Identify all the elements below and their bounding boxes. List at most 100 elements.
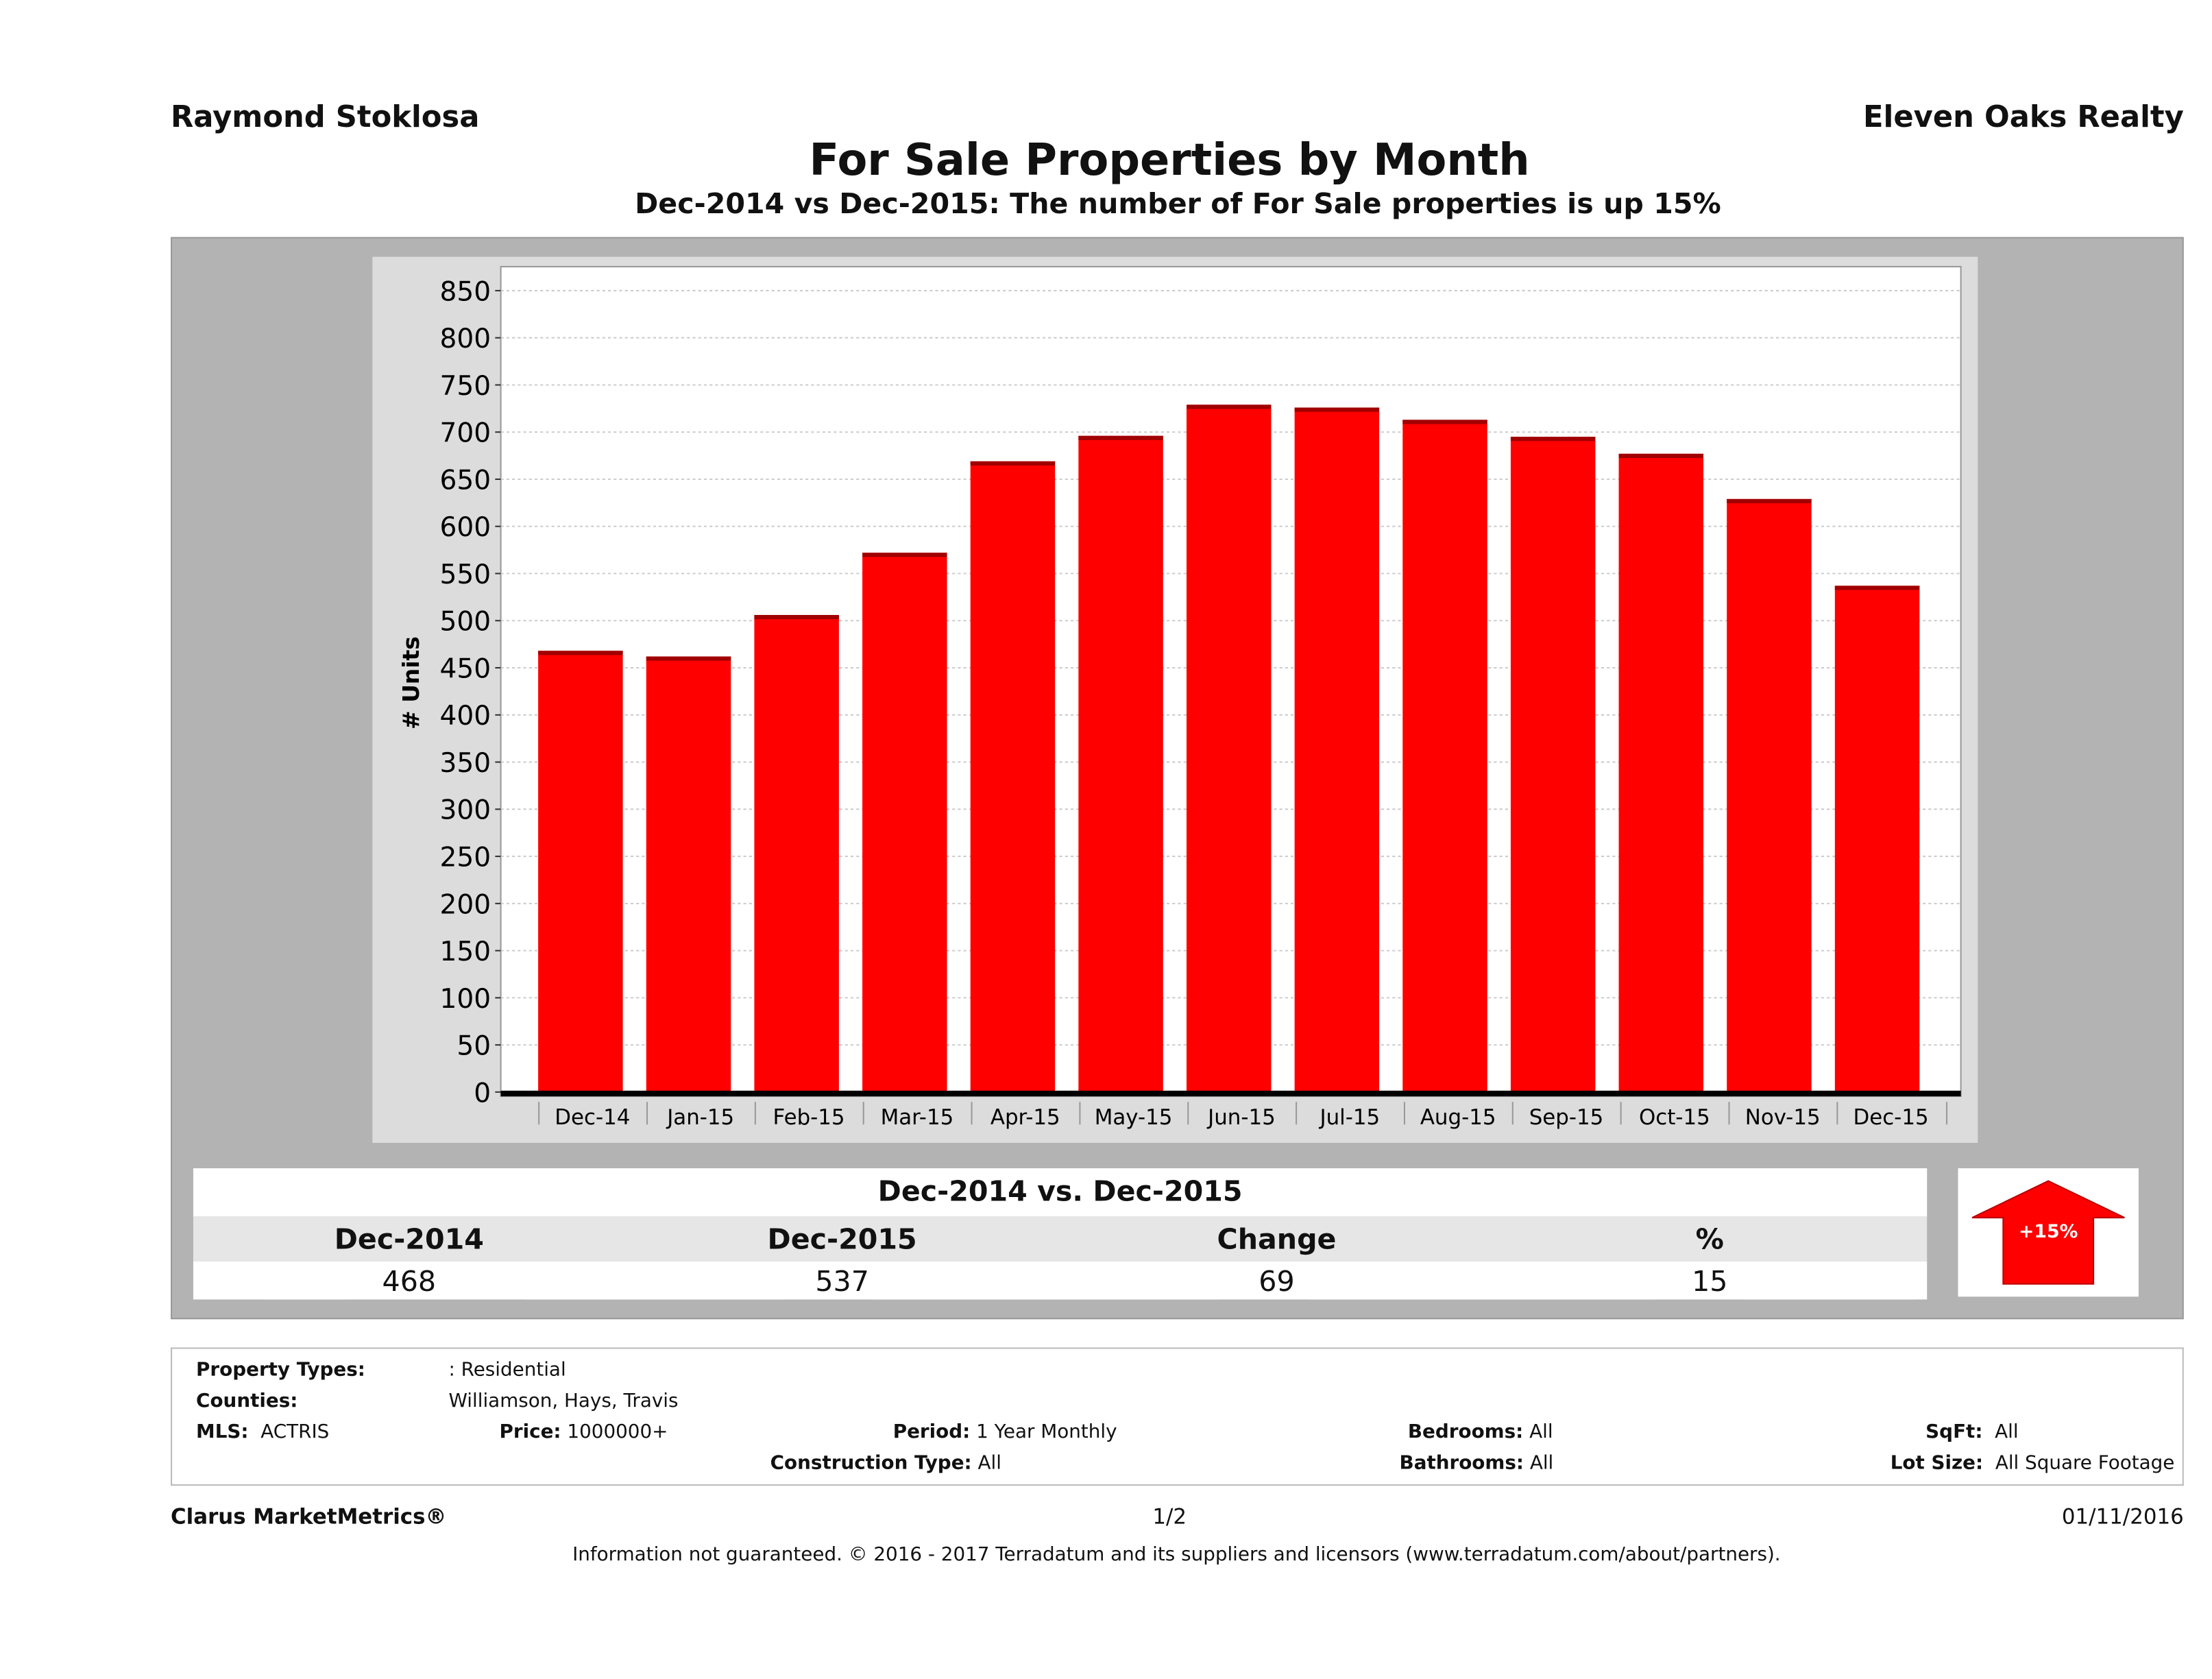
- value-percent: 15: [1692, 1264, 1728, 1298]
- header-dec-2014: Dec-2014: [334, 1222, 484, 1256]
- y-tick-label: 350: [440, 748, 491, 779]
- bar-top-edge: [1510, 437, 1596, 442]
- header-change: Change: [1217, 1222, 1337, 1256]
- price-label: Price:: [499, 1421, 561, 1444]
- y-tick-label: 800: [440, 324, 491, 354]
- bar-top-edge: [1186, 404, 1272, 409]
- bar-aug-15: [1402, 420, 1487, 1092]
- x-tick-label: Sep-15: [1529, 1105, 1604, 1130]
- bar-jun-15: [1186, 404, 1272, 1092]
- value-change: 69: [1259, 1264, 1295, 1298]
- y-tick-label: 500: [440, 607, 491, 638]
- construction-value: All: [977, 1451, 1001, 1475]
- mls-value: ACTRIS: [260, 1421, 330, 1444]
- page-subtitle: Dec-2014 vs Dec-2015: The number of For …: [635, 186, 1721, 221]
- bar-top-edge: [1727, 498, 1812, 504]
- price-value: 1000000+: [567, 1421, 668, 1444]
- period-label: Period:: [892, 1421, 971, 1444]
- bar-top-edge: [646, 656, 731, 661]
- bar-top-edge: [1618, 453, 1704, 459]
- criteria-box: [171, 1347, 2184, 1486]
- x-tick-label: Jul-15: [1318, 1105, 1380, 1130]
- bar-top-edge: [970, 461, 1056, 466]
- up-arrow-icon: [1971, 1180, 2125, 1285]
- bedrooms-label: Bedrooms:: [1407, 1421, 1524, 1444]
- bar-top-edge: [1402, 420, 1487, 424]
- bar-may-15: [1078, 435, 1163, 1092]
- bar-apr-15: [970, 461, 1056, 1092]
- page-title: For Sale Properties by Month: [809, 135, 1530, 186]
- bathrooms-value: All: [1529, 1451, 1554, 1475]
- counties-value: Williamson, Hays, Travis: [448, 1390, 679, 1413]
- disclaimer: Information not guaranteed. © 2016 - 201…: [572, 1543, 1781, 1567]
- x-tick-label: Oct-15: [1639, 1105, 1710, 1130]
- y-tick-label: 750: [440, 371, 491, 402]
- y-tick-label: 450: [440, 653, 491, 684]
- y-tick-label: 600: [440, 512, 491, 543]
- mls-label: MLS:: [196, 1421, 249, 1444]
- bar-nov-15: [1727, 498, 1812, 1092]
- summary-title-row: Dec-2014 vs. Dec-2015: [193, 1168, 1928, 1216]
- summary-title: Dec-2014 vs. Dec-2015: [877, 1174, 1243, 1208]
- y-tick-label: 300: [440, 795, 491, 826]
- brokerage-name: Eleven Oaks Realty: [1863, 100, 2184, 134]
- summary-value-row: 468 537 69 15: [193, 1261, 1928, 1300]
- lotsize-label: Lot Size:: [1890, 1451, 1984, 1475]
- bar-dec-15: [1834, 585, 1920, 1092]
- property-types-value: : Residential: [448, 1358, 566, 1381]
- y-tick-label: 400: [440, 701, 491, 732]
- bar-top-edge: [754, 615, 839, 620]
- y-tick-label: 50: [457, 1031, 491, 1062]
- bar-mar-15: [862, 553, 947, 1092]
- bar-top-edge: [862, 553, 947, 557]
- bar-top-edge: [538, 651, 623, 655]
- x-tick-label: Dec-14: [555, 1105, 630, 1130]
- change-badge: +15%: [1958, 1168, 2139, 1297]
- x-tick-label: Jan-15: [666, 1105, 734, 1130]
- x-tick-label: May-15: [1095, 1105, 1173, 1130]
- bar-oct-15: [1618, 453, 1704, 1092]
- lotsize-value: All Square Footage: [1995, 1451, 2175, 1475]
- bathrooms-label: Bathrooms:: [1399, 1451, 1524, 1475]
- bar-dec-14: [538, 651, 623, 1092]
- value-dec-2014: 468: [382, 1264, 437, 1298]
- construction-label: Construction Type:: [770, 1451, 972, 1475]
- value-dec-2015: 537: [815, 1264, 869, 1298]
- x-tick-label: Jun-15: [1206, 1105, 1276, 1130]
- y-tick-label: 0: [474, 1078, 491, 1109]
- agent-name: Raymond Stoklosa: [171, 100, 480, 134]
- page-number: 1/2: [1152, 1503, 1187, 1530]
- x-tick-label: Nov-15: [1745, 1105, 1821, 1130]
- x-tick-label: Feb-15: [773, 1105, 845, 1130]
- y-axis-label: # Units: [398, 636, 424, 729]
- y-tick-label: 650: [440, 465, 491, 496]
- bedrooms-value: All: [1529, 1421, 1553, 1444]
- y-tick-label: 850: [440, 276, 491, 307]
- sqft-value: All: [1995, 1421, 2019, 1444]
- x-tick-label: Aug-15: [1420, 1105, 1496, 1130]
- bar-feb-15: [754, 615, 839, 1092]
- y-tick-label: 200: [440, 889, 491, 920]
- header-percent: %: [1695, 1222, 1724, 1256]
- bar-chart: 0 50 100 150 200 250 300 350 400 450 500 550 600 650 7…: [398, 265, 1962, 1130]
- y-tick-label: 700: [440, 418, 491, 449]
- report-date: 01/11/2016: [2061, 1503, 2184, 1530]
- x-tick-label: Dec-15: [1853, 1105, 1928, 1130]
- y-tick-label: 550: [440, 559, 491, 590]
- x-tick-label: Apr-15: [990, 1105, 1060, 1130]
- summary-header-row: Dec-2014 Dec-2015 Change %: [193, 1216, 1928, 1261]
- product-name: Clarus MarketMetrics®: [171, 1503, 447, 1530]
- bar-jul-15: [1294, 407, 1380, 1092]
- x-tick-label: Mar-15: [881, 1105, 954, 1130]
- y-tick-label: 100: [440, 984, 491, 1015]
- counties-label: Counties:: [196, 1390, 298, 1413]
- bar-top-edge: [1078, 435, 1163, 440]
- y-tick-label: 150: [440, 937, 491, 967]
- sqft-label: SqFt:: [1925, 1421, 1983, 1444]
- bar-sep-15: [1510, 437, 1596, 1092]
- change-badge-label: +15%: [2018, 1222, 2078, 1244]
- bar-top-edge: [1294, 407, 1380, 412]
- bar-top-edge: [1834, 585, 1920, 590]
- bar-jan-15: [646, 656, 731, 1092]
